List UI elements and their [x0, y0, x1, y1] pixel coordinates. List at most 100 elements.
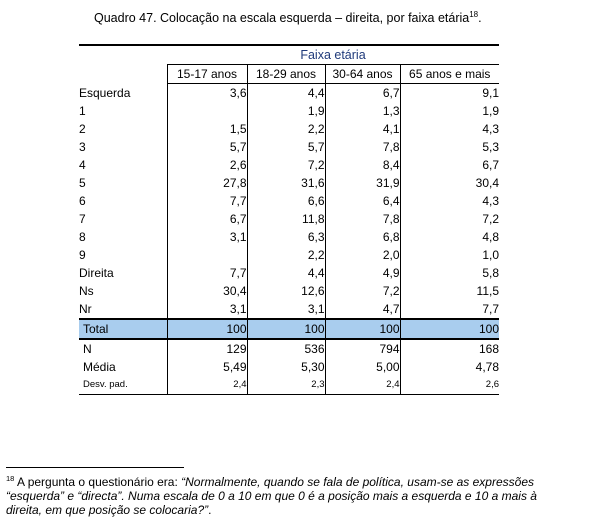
- row-label: Média: [83, 360, 116, 374]
- row-label: 9: [79, 248, 86, 262]
- row-label: 6: [79, 194, 86, 208]
- row-label: N: [83, 342, 92, 356]
- column-header: 18-29 anos: [246, 64, 325, 84]
- table-cell: 6,8: [324, 228, 400, 246]
- table-cell: 2,0: [324, 246, 400, 264]
- table-row: 7 6,7 11,8 7,8 7,2: [79, 210, 499, 228]
- table-cell: 3,1: [166, 228, 247, 246]
- table-cell: 4,7: [324, 300, 400, 319]
- table-cell: 4,4: [246, 83, 325, 102]
- row-label: Desv. pad.: [79, 376, 167, 395]
- table-cell: 2,6: [399, 376, 499, 395]
- table-row: 5 27,8 31,6 31,9 30,4: [79, 174, 499, 192]
- footnote-ref: 18: [469, 10, 479, 19]
- corner-cell: [79, 44, 167, 65]
- table-cell: 168: [399, 339, 499, 358]
- table-row: Ns 30,4 12,6 7,2 11,5: [79, 282, 499, 300]
- table-cell: [166, 102, 247, 120]
- footnote: 18 A pergunta o questionário era: “Norma…: [6, 472, 576, 517]
- table-cell: 4,3: [399, 120, 499, 138]
- column-header-row: 15-17 anos 18-29 anos 30-64 anos 65 anos e …: [79, 64, 499, 84]
- row-label: Nr: [79, 302, 92, 316]
- table-cell: 2,6: [166, 156, 247, 174]
- group-header-row: Faixa etária: [79, 44, 499, 65]
- table-row: 9 2,2 2,0 1,0: [79, 246, 499, 264]
- table-cell: 7,2: [246, 156, 325, 174]
- table-cell: 7,8: [324, 138, 400, 156]
- table-row: 8 3,1 6,3 6,8 4,8: [79, 228, 499, 246]
- table-cell: 8,4: [324, 156, 400, 174]
- table-cell: 4,1: [324, 120, 400, 138]
- row-label: 4: [79, 158, 86, 172]
- footnote-end: .: [208, 503, 212, 517]
- table-cell: 1,0: [399, 246, 499, 264]
- table-cell: 6,6: [246, 192, 325, 210]
- column-header: 15-17 anos: [166, 64, 247, 84]
- table-cell: 3,1: [166, 300, 247, 319]
- row-label: 3: [79, 140, 86, 154]
- table-cell: 5,30: [246, 358, 325, 376]
- table-cell: 5,49: [166, 358, 247, 376]
- row-label: Ns: [79, 284, 94, 298]
- table-cell: 6,4: [324, 192, 400, 210]
- table-cell: 31,9: [324, 174, 400, 192]
- table-cell: 6,7: [166, 210, 247, 228]
- group-header: Faixa etária: [167, 44, 499, 65]
- table-cell: 100: [246, 318, 325, 340]
- table-cell: 1,9: [399, 102, 499, 120]
- table-cell: 4,78: [399, 358, 499, 376]
- table-cell: 6,3: [246, 228, 325, 246]
- table-cell: 100: [166, 318, 247, 340]
- table-row: 4 2,6 7,2 8,4 6,7: [79, 156, 499, 174]
- row-label: 8: [79, 230, 86, 244]
- table-cell: 5,8: [399, 264, 499, 282]
- table-row: Desv. pad. 2,4 2,3 2,4 2,6: [79, 376, 499, 395]
- table-cell: 2,2: [246, 120, 325, 138]
- row-label: 7: [79, 212, 86, 226]
- table-row: 3 5,7 5,7 7,8 5,3: [79, 138, 499, 156]
- column-header: 30-64 anos: [324, 64, 400, 84]
- table-cell: 4,4: [246, 264, 325, 282]
- table-cell: 5,7: [246, 138, 325, 156]
- table-cell: 30,4: [399, 174, 499, 192]
- header-blank-cell: [79, 65, 167, 84]
- table-cell: 2,2: [246, 246, 325, 264]
- footnote-separator: [6, 467, 184, 468]
- table-cell: 7,2: [324, 282, 400, 300]
- table-row: 2 1,5 2,2 4,1 4,3: [79, 120, 499, 138]
- table-row: N 129 536 794 168: [79, 339, 499, 358]
- table-cell: 5,00: [324, 358, 400, 376]
- caption-text: Quadro 47. Colocação na escala esquerda …: [94, 11, 470, 25]
- table-cell: 2,4: [324, 376, 400, 395]
- table-cell: 1,5: [166, 120, 247, 138]
- table-row: Esquerda 3,6 4,4 6,7 9,1: [79, 83, 499, 102]
- column-header: 65 anos e mais: [399, 64, 499, 84]
- table-cell: 7,7: [166, 192, 247, 210]
- table-cell: 12,6: [246, 282, 325, 300]
- table-cell: 11,8: [246, 210, 325, 228]
- table-row: Média 5,49 5,30 5,00 4,78: [79, 358, 499, 376]
- table-cell: 7,7: [399, 300, 499, 319]
- table-cell: 100: [324, 318, 400, 340]
- footnote-quote: “Normalmente, quando se fala de política…: [6, 475, 537, 517]
- table-cell: 4,8: [399, 228, 499, 246]
- row-label: Esquerda: [79, 85, 131, 100]
- table-cell: 7,8: [324, 210, 400, 228]
- table-row: 1 1,9 1,3 1,9: [79, 102, 499, 120]
- table-row: Direita 7,7 4,4 4,9 5,8: [79, 264, 499, 282]
- data-table: Faixa etária 15-17 anos 18-29 anos 30-64 a…: [79, 44, 499, 395]
- table-cell: 5,7: [166, 138, 247, 156]
- table-cell: 129: [166, 339, 247, 358]
- row-label: 2: [79, 122, 86, 136]
- table-cell: 1,3: [324, 102, 400, 120]
- table-cell: [166, 246, 247, 264]
- table-cell: 536: [246, 339, 325, 358]
- table-cell: 2,3: [246, 376, 325, 395]
- table-row: Nr 3,1 3,1 4,7 7,7: [79, 300, 499, 319]
- table-cell: 11,5: [399, 282, 499, 300]
- table-body: Faixa etária 15-17 anos 18-29 anos 30-64 a…: [79, 44, 499, 395]
- table-cell: 1,9: [246, 102, 325, 120]
- table-cell: 3,1: [246, 300, 325, 319]
- table-cell: 794: [324, 339, 400, 358]
- table-cell: 2,4: [166, 376, 247, 395]
